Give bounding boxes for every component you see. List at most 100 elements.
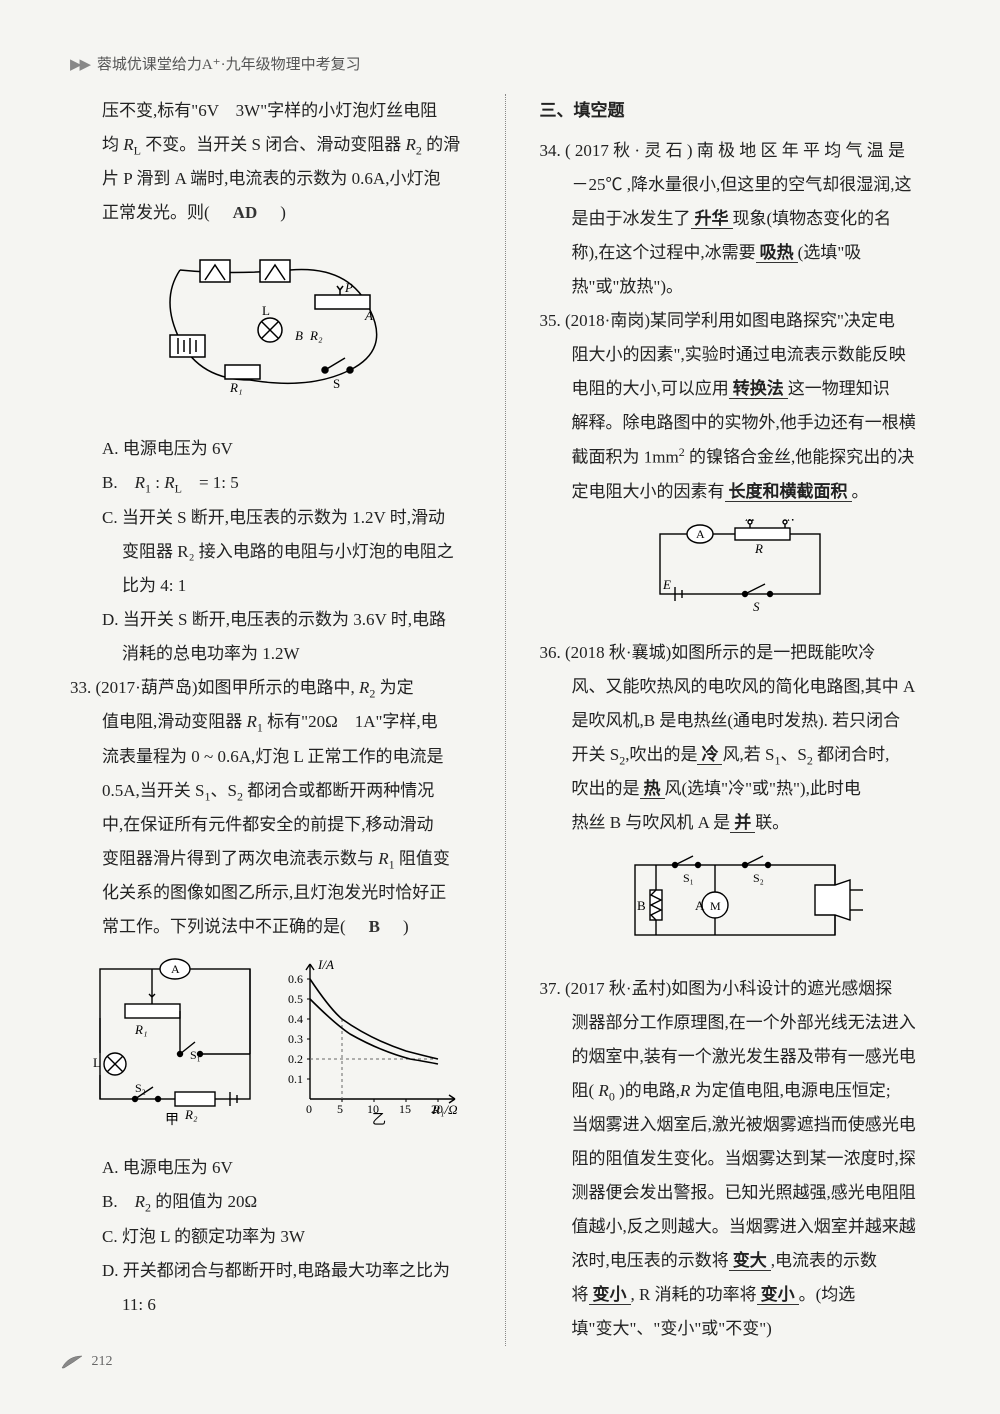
q33-options: A. 电源电压为 6V B. R2 的阻值为 20Ω C. 灯泡 L 的额定功率… (70, 1151, 471, 1321)
q32-optA: A. 电源电压为 6V (102, 432, 471, 466)
q33-l8: 常工作。下列说法中不正确的是( B ) (70, 910, 471, 944)
q37-l4: 阻( R0 )的电路,R 为定值电阻,电源电压恒定; (540, 1074, 941, 1108)
svg-text:N: N (786, 519, 796, 524)
q33-optC: C. 灯泡 L 的额定功率为 3W (102, 1220, 471, 1254)
q35-l6: 定电阻大小的因素有长度和横截面积。 (540, 475, 941, 509)
q37-l5: 当烟雾进入烟室后,激光被烟雾遮挡而使感光电 (540, 1108, 941, 1142)
feather-icon (60, 1354, 84, 1370)
q33-optA: A. 电源电压为 6V (102, 1151, 471, 1185)
q37-a1: 变大 (729, 1251, 771, 1271)
q35-l5: 截面积为 1mm2 的镍铬合金丝,他能探究出的决 (540, 440, 941, 475)
column-divider (505, 94, 506, 1346)
q33-svg: A R₁ L (80, 954, 460, 1129)
svg-text:M: M (710, 899, 721, 913)
q33-l3: 流表量程为 0 ~ 0.6A,灯泡 L 正常工作的电流是 (70, 740, 471, 774)
svg-text:P: P (344, 280, 353, 295)
q34-l2: －25℃ ,降水量很小,但这里的空气却很湿润,这 (540, 168, 941, 202)
q36-l4: 开关 S2,吹出的是冷风,若 S1、S2 都闭合时, (540, 738, 941, 772)
svg-text:B: B (295, 328, 303, 343)
svg-text:5: 5 (337, 1102, 343, 1116)
q33-l7: 化关系的图像如图乙所示,且灯泡发光时恰好正 (70, 876, 471, 910)
svg-text:S₁: S₁ (683, 871, 694, 885)
q32-optD2: 消耗的总电功率为 1.2W (102, 637, 471, 671)
svg-text:R₁: R₁ (134, 1022, 147, 1037)
q32-l4: 正常发光。则( AD ) (102, 196, 471, 230)
q36-a3: 并 (730, 813, 755, 833)
q33-optD1: D. 开关都闭合与都断开时,电路最大功率之比为 (102, 1254, 471, 1288)
q37-l10: 将变小, R 消耗的功率将变小。(均选 (540, 1278, 941, 1312)
q32-options: A. 电源电压为 6V B. R1 : RL = 1: 5 C. 当开关 S 断… (70, 432, 471, 670)
q35-a2: 长度和横截面积 (725, 482, 852, 502)
q36-figure: S₁ S₂ B A M (540, 850, 941, 962)
header-text: 蓉城优课堂给力A⁺·九年级物理中考复习 (97, 57, 361, 73)
q36-l2: 风、又能吹热风的电吹风的简化电路图,其中 A (540, 670, 941, 704)
section-3-title: 三、填空题 (540, 94, 941, 128)
q33-l1: 33. (2017·葫芦岛)如图甲所示的电路中, R2 为定 (70, 671, 471, 705)
svg-text:R₂: R₂ (184, 1107, 198, 1122)
svg-text:R₂: R₂ (309, 328, 323, 343)
q36-l6: 热丝 B 与吹风机 A 是并联。 (540, 806, 941, 840)
svg-text:A: A (364, 308, 373, 323)
svg-text:0.4: 0.4 (288, 1012, 303, 1026)
q33-answer: B (363, 917, 386, 936)
page-header: ▶▶ 蓉城优课堂给力A⁺·九年级物理中考复习 (70, 50, 940, 80)
fig33-caption-jia: 甲 (165, 1113, 179, 1128)
svg-text:E: E (662, 577, 671, 592)
svg-text:A: A (696, 527, 705, 541)
q33-l6: 变阻器滑片得到了两次电流表示数与 R1 阻值变 (70, 842, 471, 876)
svg-text:L: L (93, 1055, 101, 1070)
circuit-q32: P L B R₂ A R₁ S (140, 240, 400, 410)
q32-optC1: C. 当开关 S 断开,电压表的示数为 1.2V 时,滑动 (102, 501, 471, 535)
q33-optB: B. R2 的阻值为 20Ω (102, 1185, 471, 1219)
q34-a2: 吸热 (756, 243, 798, 263)
svg-text:15: 15 (399, 1102, 411, 1116)
q32-optB: B. R1 : RL = 1: 5 (102, 466, 471, 500)
circuit-q35: A R M N E S (635, 519, 845, 614)
q36-a2: 热 (640, 779, 665, 799)
q35-a1: 转换法 (729, 379, 788, 399)
header-arrows: ▶▶ (70, 57, 89, 73)
q33-l4: 0.5A,当开关 S1、S2 都闭合或都断开两种情况 (70, 774, 471, 808)
q36-l3: 是吹风机,B 是电热丝(通电时发热). 若只闭合 (540, 704, 941, 738)
q35: 35. (2018·南岗)某同学利用如图电路探究"决定电 阻大小的因素",实验时… (540, 304, 941, 509)
q34-l4: 称),在这个过程中,冰需要吸热(选填"吸 (540, 236, 941, 270)
svg-text:S: S (753, 599, 760, 614)
svg-text:0.3: 0.3 (288, 1032, 303, 1046)
q37-a2: 变小 (589, 1285, 631, 1305)
q32-figure: P L B R₂ A R₁ S (70, 240, 471, 422)
q33-figure: A R₁ L (70, 954, 471, 1141)
q37-l8: 值越小,反之则越大。当烟雾进入烟室并越来越 (540, 1210, 941, 1244)
q35-l2: 阻大小的因素",实验时通过电流表示数能反映 (540, 338, 941, 372)
svg-text:R₁: R₁ (229, 380, 242, 395)
q37-l1: 37. (2017 秋·孟村)如图为小科设计的遮光感烟探 (540, 972, 941, 1006)
page-number: 212 (60, 1348, 113, 1376)
svg-text:0.6: 0.6 (288, 972, 303, 986)
q32-optC2: 变阻器 R₂ 接入电路的电阻与小灯泡的电阻之 (102, 535, 471, 569)
q36-l5: 吹出的是热风(选填"冷"或"热"),此时电 (540, 772, 941, 806)
q33-l2: 值电阻,滑动变阻器 R1 标有"20Ω 1A"字样,电 (70, 705, 471, 739)
fig33-caption-yi: 乙 (372, 1112, 386, 1128)
svg-text:I/A: I/A (317, 957, 334, 972)
svg-text:20: 20 (431, 1102, 443, 1116)
q32-optD1: D. 当开关 S 断开,电压表的示数为 3.6V 时,电路 (102, 603, 471, 637)
q36: 36. (2018 秋·襄城)如图所示的是一把既能吹冷 风、又能吹热风的电吹风的… (540, 636, 941, 840)
q32-answer: AD (227, 203, 264, 222)
two-column-layout: 压不变,标有"6V 3W"字样的小灯泡灯丝电阻 均 RL 不变。当开关 S 闭合… (70, 94, 940, 1346)
right-column: 三、填空题 34. ( 2017 秋 · 灵 石 ) 南 极 地 区 年 平 均… (540, 94, 941, 1346)
q32-l2: 均 RL 不变。当开关 S 闭合、滑动变阻器 R2 的滑 (102, 128, 471, 162)
svg-text:0.2: 0.2 (288, 1052, 303, 1066)
q35-l1: 35. (2018·南岗)某同学利用如图电路探究"决定电 (540, 304, 941, 338)
q34-l3: 是由于冰发生了升华现象(填物态变化的名 (540, 202, 941, 236)
circuit-q36: S₁ S₂ B A M (615, 850, 865, 950)
svg-text:M: M (744, 519, 756, 524)
q37-l6: 阻的阻值发生变化。当烟雾达到某一浓度时,探 (540, 1142, 941, 1176)
svg-text:S₂: S₂ (135, 1081, 146, 1095)
svg-text:0.1: 0.1 (288, 1072, 303, 1086)
q32-l3: 片 P 滑到 A 端时,电流表的示数为 0.6A,小灯泡 (102, 162, 471, 196)
svg-text:L: L (262, 303, 270, 318)
q37-l11: 填"变大"、"变小"或"不变") (540, 1312, 941, 1346)
q37-l3: 的烟室中,装有一个激光发生器及带有一感光电 (540, 1040, 941, 1074)
q32-body: 压不变,标有"6V 3W"字样的小灯泡灯丝电阻 均 RL 不变。当开关 S 闭合… (70, 94, 471, 230)
q34: 34. ( 2017 秋 · 灵 石 ) 南 极 地 区 年 平 均 气 温 是… (540, 134, 941, 304)
q35-l3: 电阻的大小,可以应用转换法这一物理知识 (540, 372, 941, 406)
